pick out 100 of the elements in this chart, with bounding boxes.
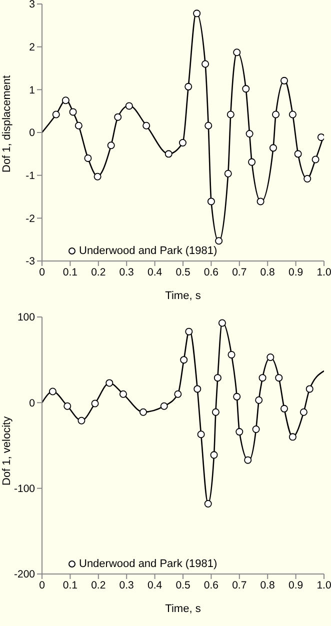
point xyxy=(306,385,314,393)
x-tick-label: 0.2 xyxy=(91,579,106,592)
point xyxy=(193,10,201,18)
point xyxy=(255,396,263,404)
x-tick-label: 0.9 xyxy=(288,579,304,592)
point xyxy=(300,408,308,416)
x-axis-title: Time, s xyxy=(165,603,202,615)
y-tick-label: -200 xyxy=(14,568,36,581)
point xyxy=(233,392,241,400)
point xyxy=(246,130,254,138)
point xyxy=(114,113,122,121)
point xyxy=(215,237,223,245)
point xyxy=(256,198,264,206)
point xyxy=(204,500,212,508)
point xyxy=(248,158,256,166)
point xyxy=(210,451,218,459)
x-tick-label: 0.8 xyxy=(260,266,276,278)
point xyxy=(52,110,60,118)
point xyxy=(272,110,280,118)
point xyxy=(317,133,324,141)
point xyxy=(304,175,312,183)
point xyxy=(178,139,186,147)
legend-label: Underwood and Park (1981) xyxy=(79,245,218,257)
point xyxy=(275,374,283,382)
y-tick-label: 100 xyxy=(17,312,36,324)
point xyxy=(119,390,127,398)
y-tick-label: -2 xyxy=(26,212,36,225)
point xyxy=(212,408,220,416)
point xyxy=(226,110,234,118)
point xyxy=(74,122,82,130)
x-tick-label: 0.7 xyxy=(232,579,247,592)
point xyxy=(91,400,99,408)
y-tick-label: 2 xyxy=(29,42,36,54)
x-tick-label: 0.5 xyxy=(176,266,190,278)
x-tick-label: 1.0 xyxy=(316,579,331,592)
point xyxy=(224,170,232,178)
y-tick-label: 0 xyxy=(29,127,36,140)
point xyxy=(269,144,277,152)
point xyxy=(62,96,70,104)
x-tick-label: 0.3 xyxy=(119,266,134,278)
point xyxy=(288,110,296,118)
point xyxy=(64,402,72,410)
x-tick-label: 0 xyxy=(39,579,46,592)
point xyxy=(194,385,202,393)
point xyxy=(242,85,250,93)
x-tick-label: 0.2 xyxy=(91,266,106,278)
y-tick-label: -100 xyxy=(14,483,36,496)
legend-label: Underwood and Park (1981) xyxy=(79,558,218,570)
x-tick-label: 0.3 xyxy=(119,579,134,592)
point xyxy=(142,122,150,130)
point xyxy=(84,154,92,162)
point xyxy=(204,122,212,130)
point xyxy=(139,408,147,416)
x-tick-label: 0.6 xyxy=(204,266,219,278)
point xyxy=(266,354,274,362)
point xyxy=(48,388,56,396)
x-tick-label: 0.1 xyxy=(62,579,78,592)
point xyxy=(252,425,260,433)
y-axis-title: Dof 1, displacement xyxy=(0,75,13,172)
x-tick-label: 0.7 xyxy=(232,266,247,278)
point xyxy=(202,60,210,68)
y-axis-title: Dof 1, velocity xyxy=(0,416,13,486)
x-tick-label: 0.9 xyxy=(288,266,304,278)
point xyxy=(294,150,302,158)
point xyxy=(280,76,288,84)
y-tick-label: 3 xyxy=(29,0,36,11)
x-axis-title: Time, s xyxy=(165,290,202,302)
point xyxy=(164,150,172,158)
x-tick-label: 0 xyxy=(39,266,46,278)
x-tick-label: 0.8 xyxy=(260,579,276,592)
point xyxy=(214,374,222,382)
point xyxy=(228,350,236,358)
point xyxy=(233,48,241,56)
point xyxy=(174,390,182,398)
point xyxy=(184,82,192,90)
y-tick-label: -1 xyxy=(26,170,36,182)
point xyxy=(69,108,77,116)
x-tick-label: 1.0 xyxy=(316,266,331,278)
point xyxy=(94,172,102,180)
y-tick-label: 1 xyxy=(29,84,36,96)
point xyxy=(207,198,215,206)
point xyxy=(280,404,288,412)
x-tick-label: 0.6 xyxy=(204,579,219,592)
point xyxy=(288,433,296,441)
y-tick-label: -3 xyxy=(26,256,36,268)
point xyxy=(236,428,244,436)
y-tick-label: 0 xyxy=(29,397,36,410)
point xyxy=(180,356,188,364)
x-tick-label: 0.4 xyxy=(147,579,162,592)
point xyxy=(197,430,205,438)
point xyxy=(78,416,86,424)
point xyxy=(160,402,168,410)
point xyxy=(107,142,115,150)
point xyxy=(312,156,320,164)
point xyxy=(244,456,252,464)
x-tick-label: 0.5 xyxy=(176,579,190,592)
x-tick-label: 0.4 xyxy=(147,266,162,278)
x-tick-label: 0.1 xyxy=(62,266,78,278)
point xyxy=(218,319,226,327)
point xyxy=(106,379,114,387)
